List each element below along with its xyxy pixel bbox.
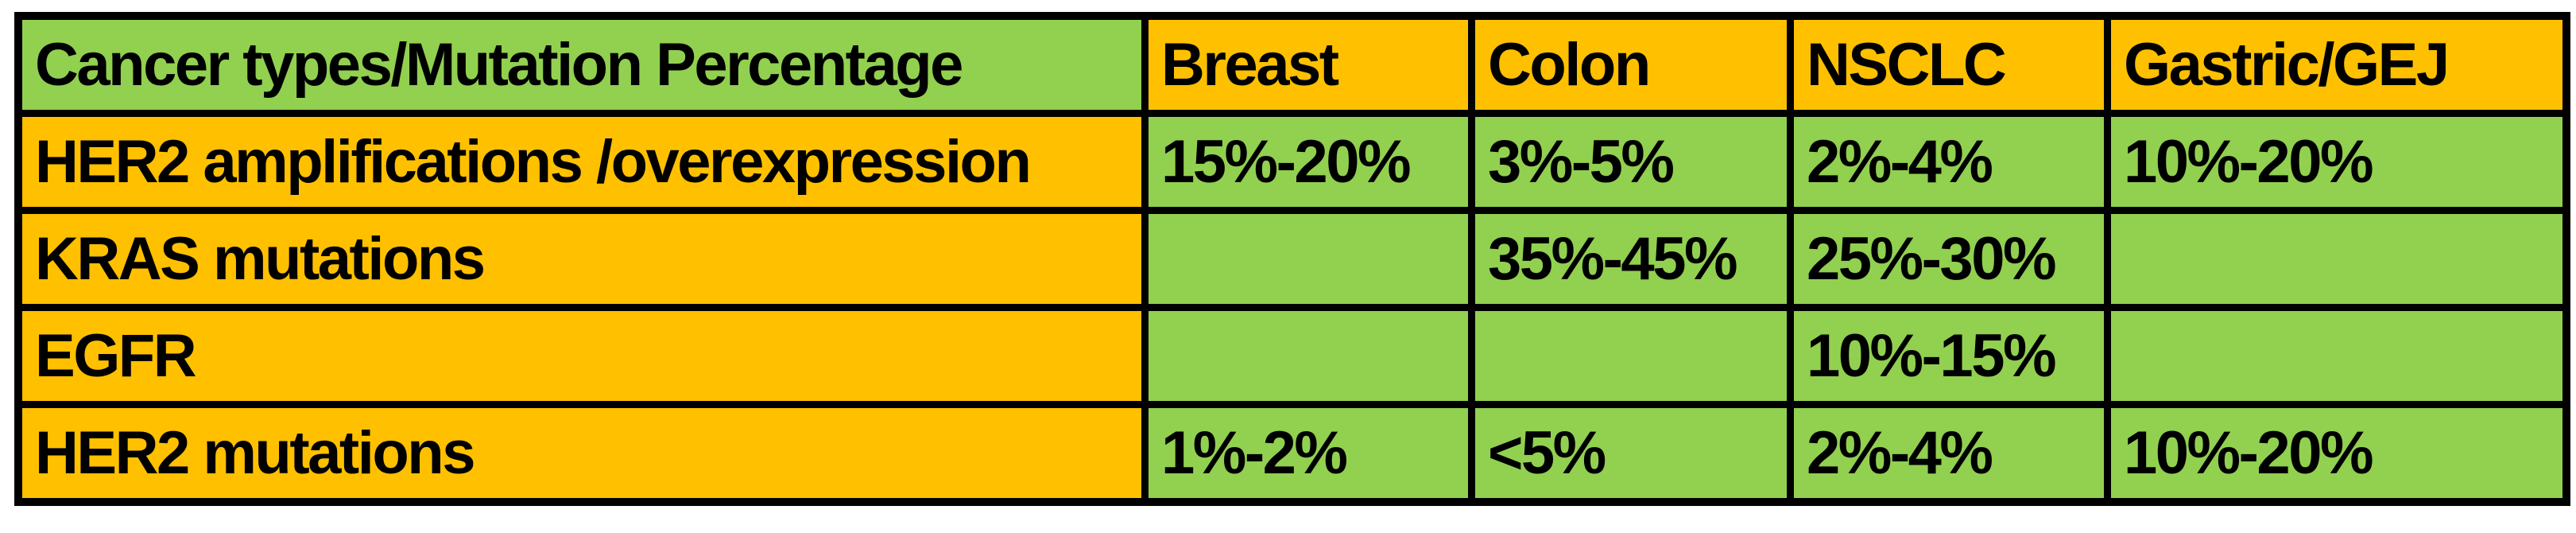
header-cell-colon: Colon <box>1475 20 1787 110</box>
mutation-percentage-table: Cancer types/Mutation Percentage Breast … <box>14 12 2570 506</box>
value-cell-her2amp-nsclc: 2%-4% <box>1794 117 2104 207</box>
value-cell-her2mut-breast: 1%-2% <box>1149 408 1468 498</box>
value-cell-her2amp-breast: 15%-20% <box>1149 117 1468 207</box>
header-cell-gastric-gej: Gastric/GEJ <box>2111 20 2562 110</box>
value-cell-egfr-colon <box>1475 311 1787 401</box>
value-cell-kras-colon: 35%-45% <box>1475 214 1787 304</box>
value-cell-kras-breast <box>1149 214 1468 304</box>
row-label-egfr: EGFR <box>22 311 1141 401</box>
header-corner-cell: Cancer types/Mutation Percentage <box>22 20 1141 110</box>
value-cell-her2mut-gastric: 10%-20% <box>2111 408 2562 498</box>
value-cell-her2mut-nsclc: 2%-4% <box>1794 408 2104 498</box>
value-cell-kras-nsclc: 25%-30% <box>1794 214 2104 304</box>
value-cell-kras-gastric <box>2111 214 2562 304</box>
header-cell-nsclc: NSCLC <box>1794 20 2104 110</box>
header-cell-breast: Breast <box>1149 20 1468 110</box>
row-label-her2-mutations: HER2 mutations <box>22 408 1141 498</box>
row-label-kras-mutations: KRAS mutations <box>22 214 1141 304</box>
value-cell-her2amp-gastric: 10%-20% <box>2111 117 2562 207</box>
value-cell-her2amp-colon: 3%-5% <box>1475 117 1787 207</box>
value-cell-egfr-breast <box>1149 311 1468 401</box>
value-cell-egfr-nsclc: 10%-15% <box>1794 311 2104 401</box>
row-label-her2-amplifications: HER2 amplifications /overexpression <box>22 117 1141 207</box>
value-cell-her2mut-colon: <5% <box>1475 408 1787 498</box>
value-cell-egfr-gastric <box>2111 311 2562 401</box>
